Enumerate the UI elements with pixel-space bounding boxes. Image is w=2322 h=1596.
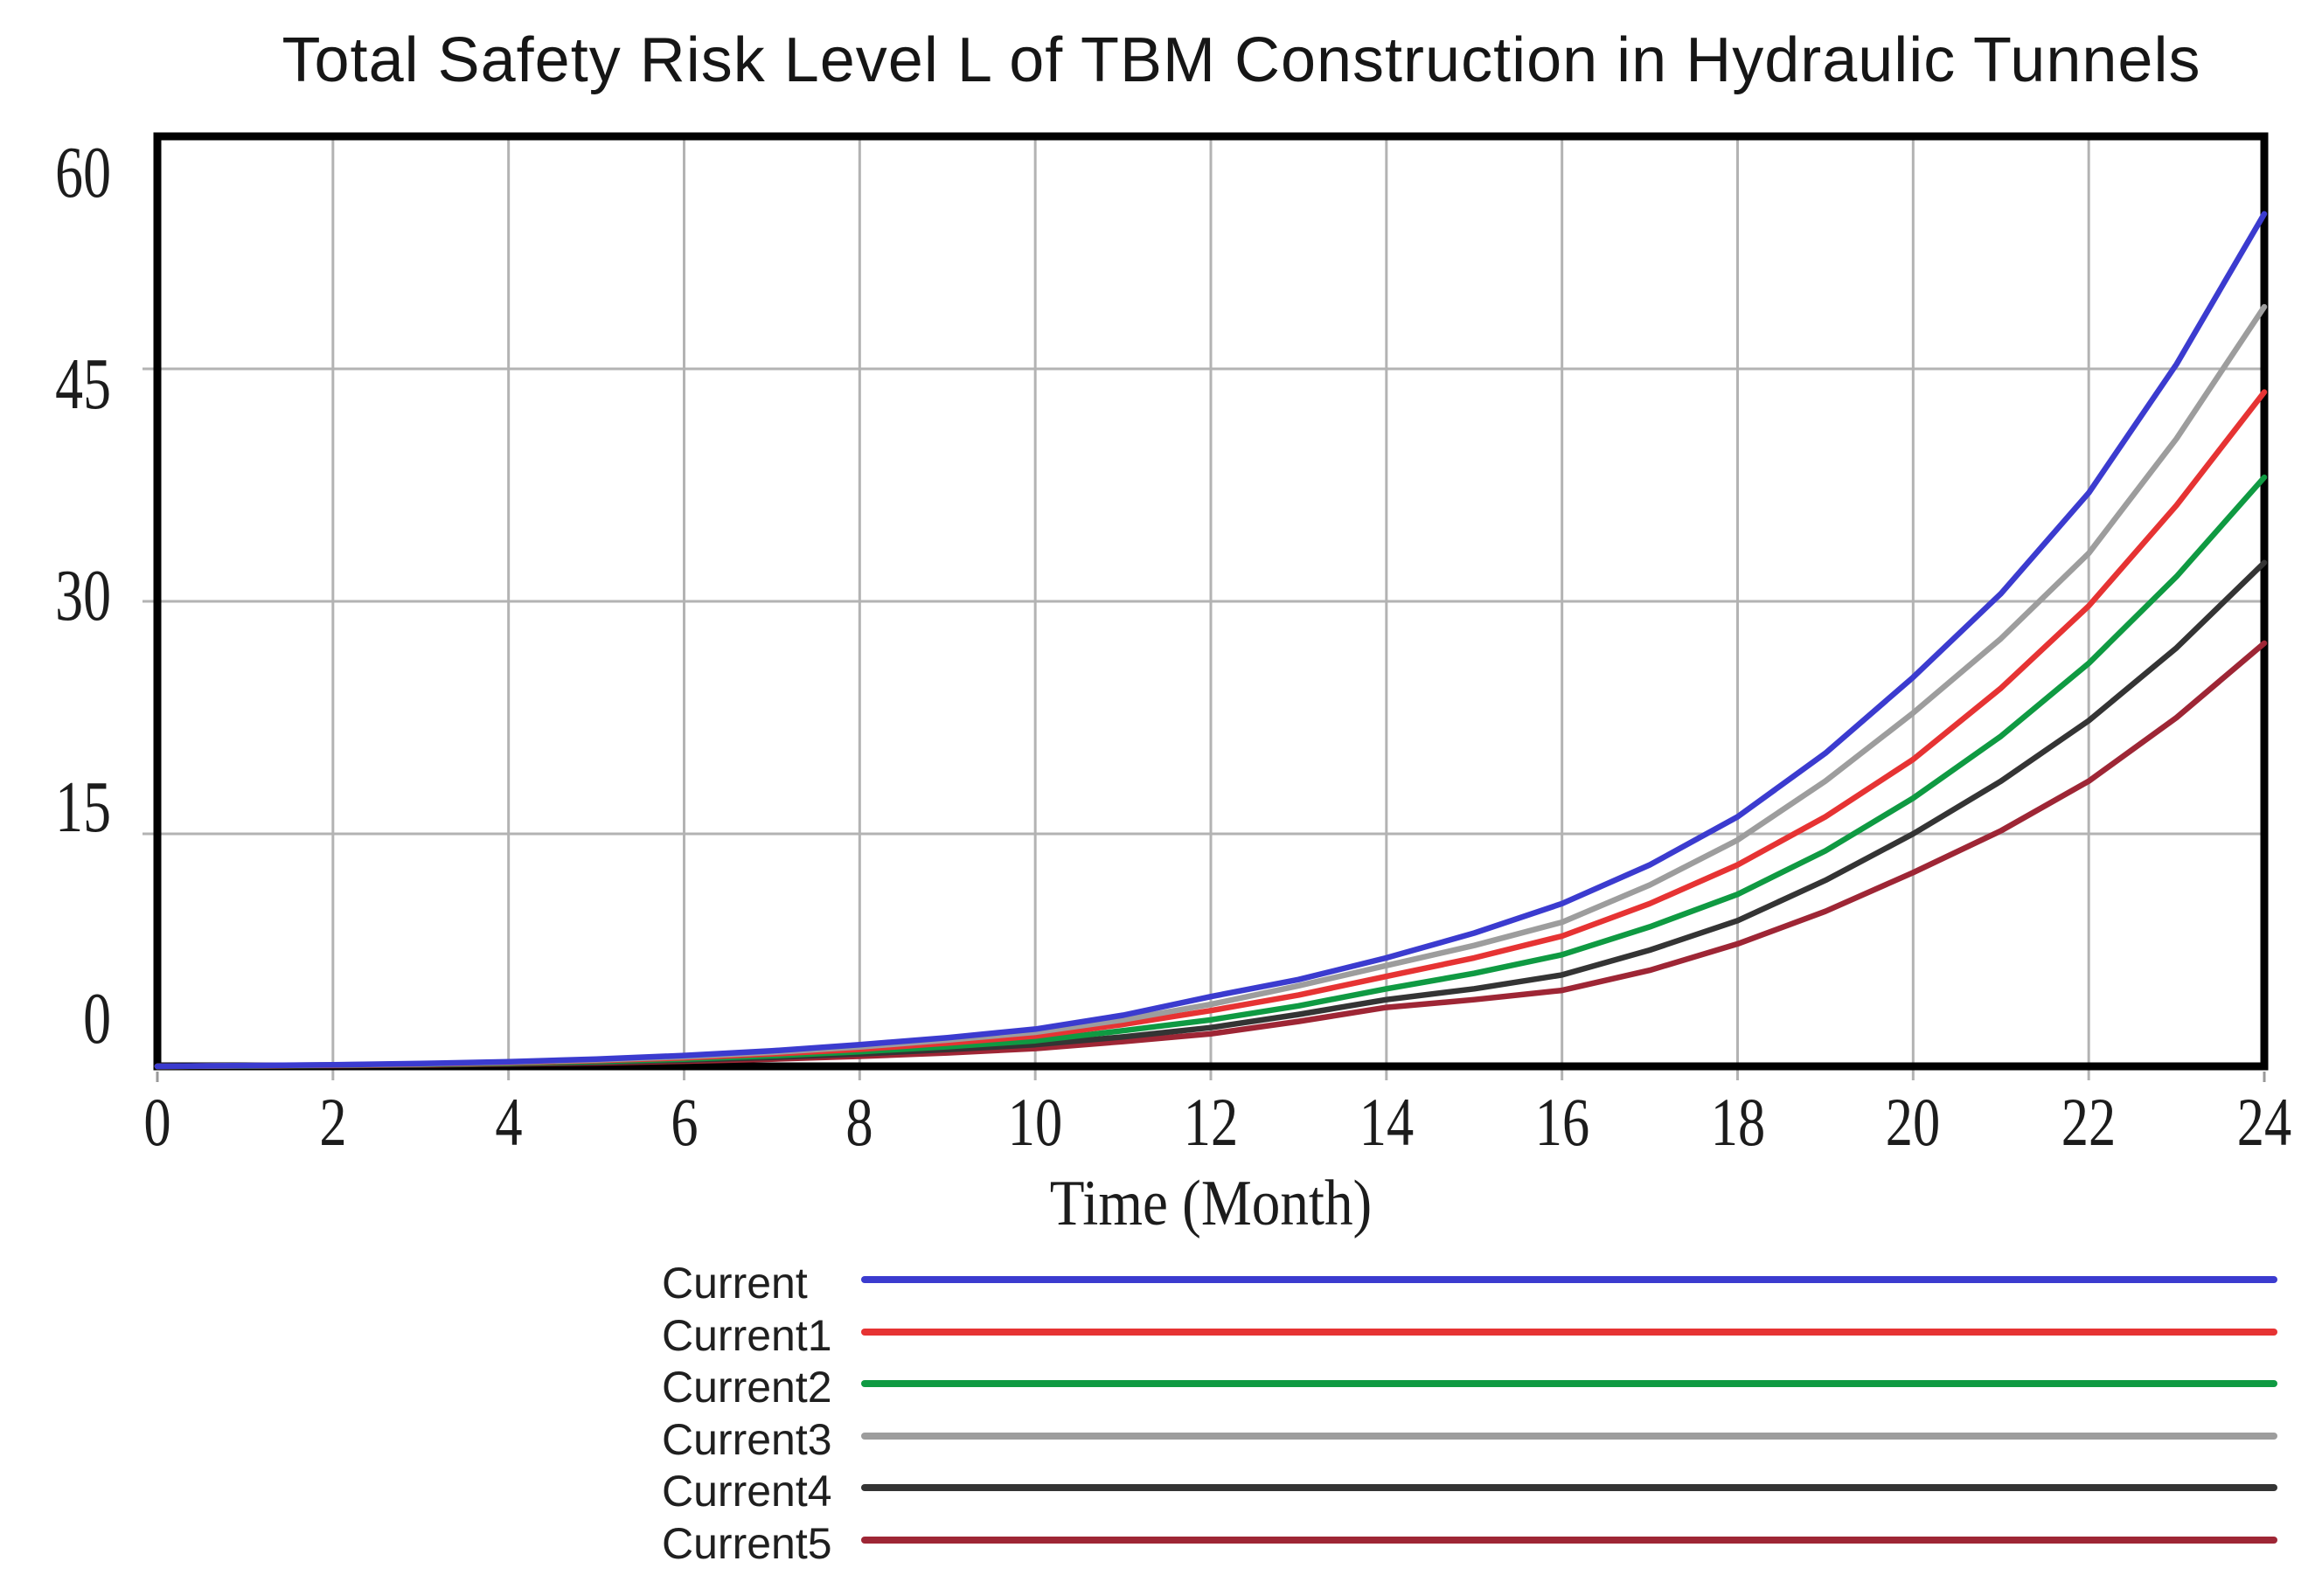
x-tick-label: 18 bbox=[1710, 1084, 1765, 1160]
x-tick-label: 6 bbox=[670, 1084, 699, 1160]
x-tick-label: 4 bbox=[495, 1084, 523, 1160]
plot-border bbox=[153, 132, 2269, 1071]
legend-label-current4: Current4 bbox=[662, 1467, 832, 1516]
x-tick-label: 24 bbox=[2236, 1084, 2292, 1160]
legend-label-current: Current bbox=[662, 1259, 808, 1308]
x-tick-label: 22 bbox=[2061, 1084, 2117, 1160]
x-tick-label: 14 bbox=[1359, 1084, 1415, 1160]
legend-line-current2 bbox=[861, 1380, 2277, 1388]
legend-line-current5 bbox=[861, 1537, 2277, 1544]
legend-line-current4 bbox=[861, 1484, 2277, 1492]
x-axis-title: Time (Month) bbox=[1049, 1168, 1373, 1239]
legend-label-current1: Current1 bbox=[662, 1310, 832, 1360]
x-tick-label: 16 bbox=[1534, 1084, 1589, 1160]
y-tick-label: 30 bbox=[55, 555, 111, 636]
y-tick-label: 15 bbox=[55, 767, 111, 848]
legend-label-current2: Current2 bbox=[662, 1363, 832, 1412]
x-tick-label: 8 bbox=[845, 1084, 873, 1160]
legend-line-current3 bbox=[861, 1432, 2277, 1440]
x-tick-label: 20 bbox=[1886, 1084, 1941, 1160]
legend-line-current1 bbox=[861, 1328, 2277, 1336]
series-line-current bbox=[154, 211, 2268, 1070]
x-tick-label: 0 bbox=[143, 1084, 171, 1160]
x-tick-label: 2 bbox=[319, 1084, 347, 1160]
legend-line-current bbox=[861, 1276, 2277, 1283]
x-tick-label: 12 bbox=[1183, 1084, 1239, 1160]
y-tick-label: 45 bbox=[55, 343, 111, 425]
x-tick-label: 10 bbox=[1007, 1084, 1063, 1160]
legend-label-current5: Current5 bbox=[662, 1519, 832, 1568]
y-tick-label: 0 bbox=[83, 978, 111, 1059]
y-tick-label: 60 bbox=[55, 132, 111, 213]
legend-label-current3: Current3 bbox=[662, 1414, 832, 1464]
chart-title: Total Safety Risk Level L of TBM Constru… bbox=[282, 25, 2201, 95]
